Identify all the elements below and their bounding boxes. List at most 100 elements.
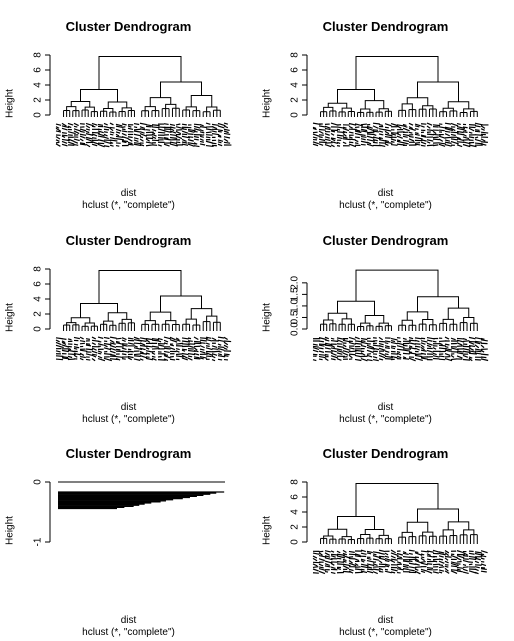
leaf-label-stroke — [342, 352, 349, 356]
leaf-label-stroke — [396, 555, 403, 559]
chart-title: Cluster Dendrogram — [65, 233, 192, 248]
leaf-label-stroke — [408, 346, 416, 350]
leaf-label-stroke — [468, 341, 475, 345]
leaf-label-stroke — [474, 129, 480, 131]
leaf-label-stroke — [330, 358, 336, 361]
leaf-label-stroke — [133, 142, 141, 145]
merge-branch — [165, 320, 177, 325]
leaf-label-stroke — [354, 555, 362, 558]
leaf-label-stroke — [402, 142, 409, 145]
leaf-label-stroke — [205, 128, 213, 131]
leaf-label-stroke — [79, 128, 87, 132]
leaf-label-stroke — [103, 140, 112, 145]
y-tick-label: 4 — [290, 509, 301, 515]
leaf-label-stroke — [103, 357, 112, 362]
leaf-label-stroke — [145, 137, 154, 140]
x-axis-label: dist — [120, 615, 137, 626]
leaf-label-stroke — [175, 353, 183, 356]
leaf-label-stroke — [396, 351, 401, 353]
leaf-label-stroke — [127, 138, 133, 142]
leaf-label-stroke — [145, 347, 150, 350]
leaf-label-stroke — [139, 337, 148, 340]
leaf-label-stroke — [312, 345, 319, 348]
leaf-label-stroke — [109, 358, 118, 361]
chart-subtitle: hclust (*, "complete") — [82, 627, 175, 638]
leaf-label-stroke — [330, 347, 339, 350]
leaf-label-stroke — [199, 126, 207, 129]
leaf-label-stroke — [342, 347, 351, 351]
merge-branch — [378, 108, 389, 113]
leaf-label-stroke — [336, 555, 346, 559]
leaf-label-stroke — [450, 140, 459, 145]
dendrogram-panel-3: 0 2 4 6 8 Cluster Dendrogram Height dist hcl… — [0, 214, 257, 427]
leaf-label-stroke — [432, 355, 440, 358]
leaf-label-stroke — [396, 566, 402, 569]
leaf-label-stroke — [91, 133, 98, 137]
leaf-label-stroke — [318, 136, 323, 139]
leaf-label-stroke — [462, 564, 467, 566]
leaf-label-stroke — [318, 143, 324, 146]
leaf-label-stroke — [348, 336, 356, 341]
leaf-label-stroke — [97, 352, 102, 355]
leaf-label-stroke — [175, 135, 183, 140]
leaf-label-stroke — [372, 136, 381, 140]
leaf-label-stroke — [384, 123, 392, 127]
leaf-label-stroke — [151, 339, 160, 342]
leaf-label-stroke — [444, 122, 452, 125]
leaf-label-stroke — [462, 136, 470, 140]
leaf-label-stroke — [462, 566, 469, 569]
leaf-label-stroke — [139, 354, 148, 359]
leaf-label-stroke — [223, 141, 231, 144]
leaf-label-stroke — [55, 141, 60, 144]
leaf-label-stroke — [133, 353, 141, 356]
leaf-label-stroke — [181, 354, 188, 359]
leaf-label-stroke — [133, 133, 142, 137]
leaf-label-stroke — [360, 558, 366, 561]
leaf-label-stroke — [139, 122, 147, 126]
y-tick-label: 0.0 — [290, 322, 301, 336]
leaf-label-stroke — [223, 122, 229, 125]
leaf-label-stroke — [348, 138, 356, 141]
root-merge — [98, 270, 182, 304]
leaf-label-stroke — [450, 138, 458, 141]
leaf-label-stroke — [342, 565, 350, 570]
leaf-label-stroke — [420, 144, 426, 147]
leaf-label-stroke — [217, 336, 225, 339]
leaf-label-stroke — [336, 126, 344, 129]
y-axis-label: Height — [261, 516, 273, 545]
leaf-label-stroke — [181, 340, 191, 343]
leaf-label-stroke — [360, 135, 367, 138]
leaf-label-stroke — [121, 140, 127, 144]
leaf-label-stroke — [378, 567, 384, 571]
leaf-label-stroke — [462, 552, 468, 556]
leaf-label-stroke — [61, 122, 67, 127]
leaf-label-stroke — [91, 358, 96, 362]
leaf-label-stroke — [426, 125, 431, 129]
leaf-label-stroke — [324, 342, 333, 346]
leaf-label-stroke — [169, 126, 176, 129]
leaf-label-stroke — [330, 555, 336, 558]
leaf-label-stroke — [133, 143, 142, 147]
leaf-label-stroke — [408, 357, 416, 362]
leaf-label-stroke — [55, 350, 61, 353]
leaf-label-stroke — [217, 125, 225, 129]
leaf-label-stroke — [181, 349, 186, 352]
leaf-label-stroke — [151, 337, 160, 341]
leaf-label-stroke — [444, 126, 452, 130]
leaf-label-stroke — [199, 124, 204, 127]
leaf-label-stroke — [390, 549, 396, 554]
leaf-label-stroke — [378, 136, 383, 140]
dendrogram-panel-6: 0 2 4 6 8 Cluster Dendrogram Height dist hcl… — [257, 427, 514, 640]
leaf-label-stroke — [480, 353, 489, 356]
leaf-label-stroke — [390, 133, 397, 136]
leaf-label-stroke — [348, 131, 354, 134]
leaf-label-stroke — [456, 550, 464, 553]
leaf-label-stroke — [223, 336, 228, 341]
leaf-label-stroke — [205, 339, 213, 342]
leaf-label-stroke — [474, 560, 480, 564]
leaf-label-stroke — [175, 342, 184, 345]
leaf-label-stroke — [55, 139, 60, 142]
leaf-label-stroke — [480, 339, 488, 342]
leaf-label-stroke — [91, 350, 98, 354]
leaf-label-stroke — [336, 141, 341, 144]
